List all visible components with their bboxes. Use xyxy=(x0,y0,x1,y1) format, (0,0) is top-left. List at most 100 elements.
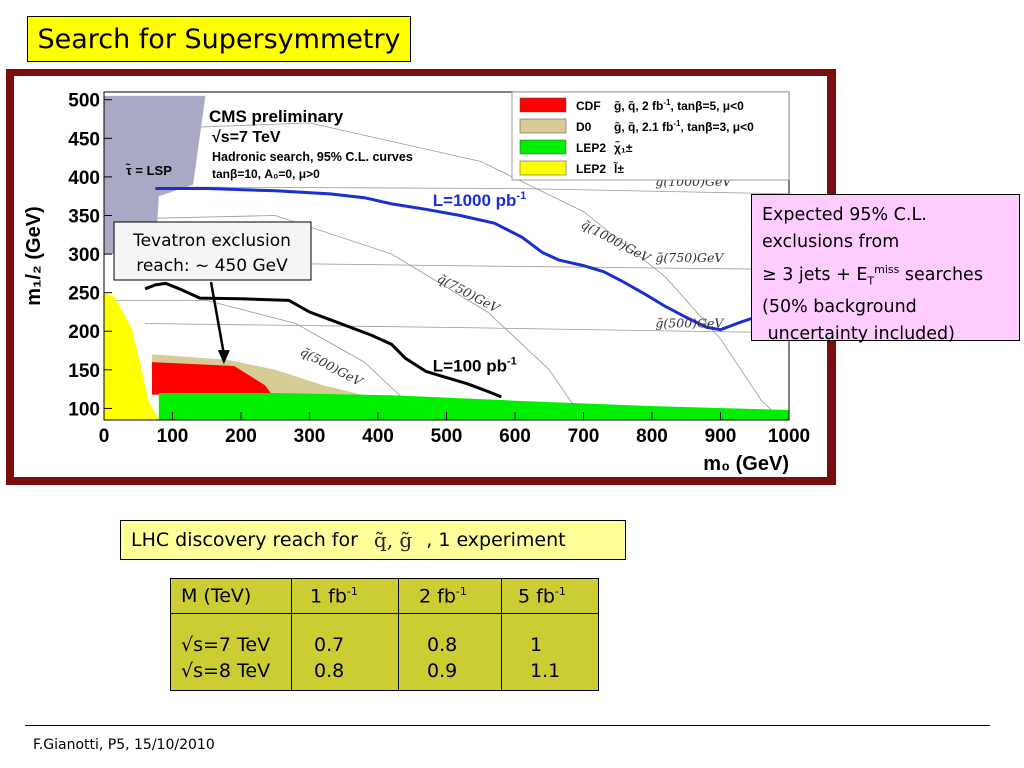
x-tick-label-3: 300 xyxy=(294,426,326,447)
legend-name-3: LEP2 xyxy=(576,162,606,176)
row-labels: √s=7 TeV √s=8 TeV xyxy=(170,613,292,692)
squark-gluino-symbols: q̃, g̃ xyxy=(373,528,413,552)
legend-desc-tail-0: , tanβ=5, μ<0 xyxy=(670,99,744,113)
value-7tev-2fb: 0.8 xyxy=(427,634,458,657)
header-mass: M (TeV) xyxy=(170,577,292,615)
legend-desc-main-2: χ̃₁± xyxy=(614,140,633,155)
legend-swatch-1 xyxy=(519,118,567,134)
note-line-1: Expected 95% C.L. xyxy=(762,205,927,225)
col-2fb: 0.8 0.9 xyxy=(398,613,502,692)
reach-suffix: , 1 experiment xyxy=(426,529,566,551)
x-tick-label-8: 800 xyxy=(636,426,668,447)
tevatron-annotation-line1: Tevatron exclusion xyxy=(132,231,291,251)
stau-lsp-label: τ̃ = LSP xyxy=(126,163,172,178)
legend-desc-tail-1: , tanβ=3, μ<0 xyxy=(680,120,754,134)
legend-desc-1: g̃, q̃, 2.1 fb-1, tanβ=3, μ<0 xyxy=(614,119,754,134)
series-label-0: L=1000 pb-1 xyxy=(433,190,526,210)
legend-desc-main-0: g̃, q̃, 2 fb xyxy=(614,99,663,113)
x-tick-label-9: 900 xyxy=(705,426,737,447)
contour-label-1: g̃(750)GeV xyxy=(655,250,725,265)
value-8tev-2fb: 0.9 xyxy=(427,660,458,683)
note-line-5: uncertainty included) xyxy=(762,324,955,345)
note-line-3-sup: miss xyxy=(874,263,900,276)
note-line-2: exclusions from xyxy=(762,232,900,252)
tevatron-arrow-head xyxy=(217,350,230,365)
y-tick-label-6: 400 xyxy=(68,168,100,189)
legend-desc-2: χ̃₁± xyxy=(614,140,633,155)
region-LEP2-chargino xyxy=(158,393,789,420)
value-8tev-1fb: 0.8 xyxy=(314,660,345,683)
note-line-4: (50% background xyxy=(762,297,917,318)
table-row: √s=7 TeV √s=8 TeV 0.7 0.8 0.8 0.9 1 1.1 xyxy=(170,613,599,692)
series-label-main-1: L=100 pb xyxy=(433,356,507,375)
x-tick-label-0: 0 xyxy=(99,426,110,447)
footer-divider xyxy=(25,725,990,726)
value-8tev-5fb: 1.1 xyxy=(530,660,561,683)
chart-subtitle-search: Hadronic search, 95% C.L. curves xyxy=(212,150,413,164)
legend: CDF g̃, q̃, 2 fb-1, tanβ=5, μ<0D0 g̃, q̃, … xyxy=(511,91,790,181)
expected-exclusion-note: Expected 95% C.L. exclusions from ≥ 3 je… xyxy=(751,194,1020,344)
legend-swatch-0 xyxy=(519,97,567,113)
region-CDF xyxy=(151,362,272,395)
note-line-3-suffix: searches xyxy=(899,264,983,285)
chart-subtitle-energy: √s=7 TeV xyxy=(212,129,281,146)
y-tick-label-7: 450 xyxy=(68,129,100,150)
note-line-3-sub: T xyxy=(867,274,875,288)
series-label-sup-1: -1 xyxy=(507,355,517,367)
contour-label-4: q̃(750)GeV xyxy=(435,270,504,316)
header-5fb: 5 fb-1 xyxy=(501,577,599,615)
legend-name-0: CDF xyxy=(576,99,601,113)
legend-desc-sup-1: -1 xyxy=(673,119,681,128)
legend-desc-main-1: g̃, q̃, 2.1 fb xyxy=(614,120,673,134)
x-tick-label-4: 400 xyxy=(362,426,394,447)
series-label-main-0: L=1000 pb xyxy=(433,191,517,210)
contour-line-2 xyxy=(145,323,789,334)
row-label-7tev: √s=7 TeV xyxy=(181,634,271,657)
y-tick-label-2: 200 xyxy=(68,322,100,343)
series-label-sup-0: -1 xyxy=(516,190,526,202)
series-line-1 xyxy=(144,281,502,399)
row-label-8tev: √s=8 TeV xyxy=(181,660,271,683)
legend-desc-0: g̃, q̃, 2 fb-1, tanβ=5, μ<0 xyxy=(614,98,744,113)
chart-title: CMS preliminary xyxy=(209,107,344,126)
header-1fb: 1 fb-1 xyxy=(291,577,399,615)
x-tick-label-7: 700 xyxy=(568,426,600,447)
value-7tev-1fb: 0.7 xyxy=(314,634,345,657)
exclusion-plot-svg: 0 100 200 300 400 500 600 700 800 900 1000 100 150 20… xyxy=(23,91,810,475)
tevatron-annotation-line2: reach: ~ 450 GeV xyxy=(136,256,288,276)
plot-area xyxy=(104,95,789,420)
x-tick-label-1: 100 xyxy=(157,426,189,447)
legend-desc-sup-0: -1 xyxy=(663,98,671,107)
footer-credit: F.Gianotti, P5, 15/10/2010 xyxy=(33,737,215,753)
contour-label-2: g̃(500)GeV xyxy=(655,315,725,330)
header-2fb: 2 fb-1 xyxy=(398,577,502,615)
legend-desc-main-3: l̃± xyxy=(613,161,624,176)
x-tick-label-5: 500 xyxy=(431,426,463,447)
series-label-1: L=100 pb-1 xyxy=(433,355,517,375)
tevatron-annotation: Tevatron exclusion reach: ~ 450 GeV xyxy=(113,221,312,365)
y-tick-label-0: 100 xyxy=(68,399,100,420)
y-axis-title: m₁/₂ (GeV) xyxy=(23,206,45,305)
contour-line-0 xyxy=(145,186,789,195)
contour-line-3 xyxy=(104,122,783,420)
tevatron-arrow-shaft xyxy=(209,281,226,355)
region-LEP2-slepton xyxy=(104,292,159,420)
legend-swatch-3 xyxy=(519,160,567,176)
slide-title: Search for Supersymmetry xyxy=(27,16,411,62)
y-tick-label-8: 500 xyxy=(68,91,100,112)
x-axis-title: m₀ (GeV) xyxy=(703,453,789,475)
value-7tev-5fb: 1 xyxy=(530,634,543,657)
discovery-reach-caption: LHC discovery reach for q̃, g̃ , 1 exper… xyxy=(120,520,626,560)
y-tick-label-1: 150 xyxy=(68,361,100,382)
contour-label-3: q̃(1000)GeV xyxy=(579,216,655,266)
series-line-0 xyxy=(155,187,789,332)
col-5fb: 1 1.1 xyxy=(501,613,599,692)
table-header-row: M (TeV) 1 fb-1 2 fb-1 5 fb-1 xyxy=(170,577,599,615)
note-line-3: ≥ 3 jets + ETmiss searches xyxy=(762,256,1009,294)
region-stau-LSP xyxy=(104,95,206,255)
reach-prefix: LHC discovery reach for xyxy=(131,529,358,551)
col-1fb: 0.7 0.8 xyxy=(291,613,399,692)
y-tick-label-4: 300 xyxy=(68,245,100,266)
legend-swatch-2 xyxy=(519,139,567,155)
x-tick-label-10: 1000 xyxy=(768,426,810,447)
